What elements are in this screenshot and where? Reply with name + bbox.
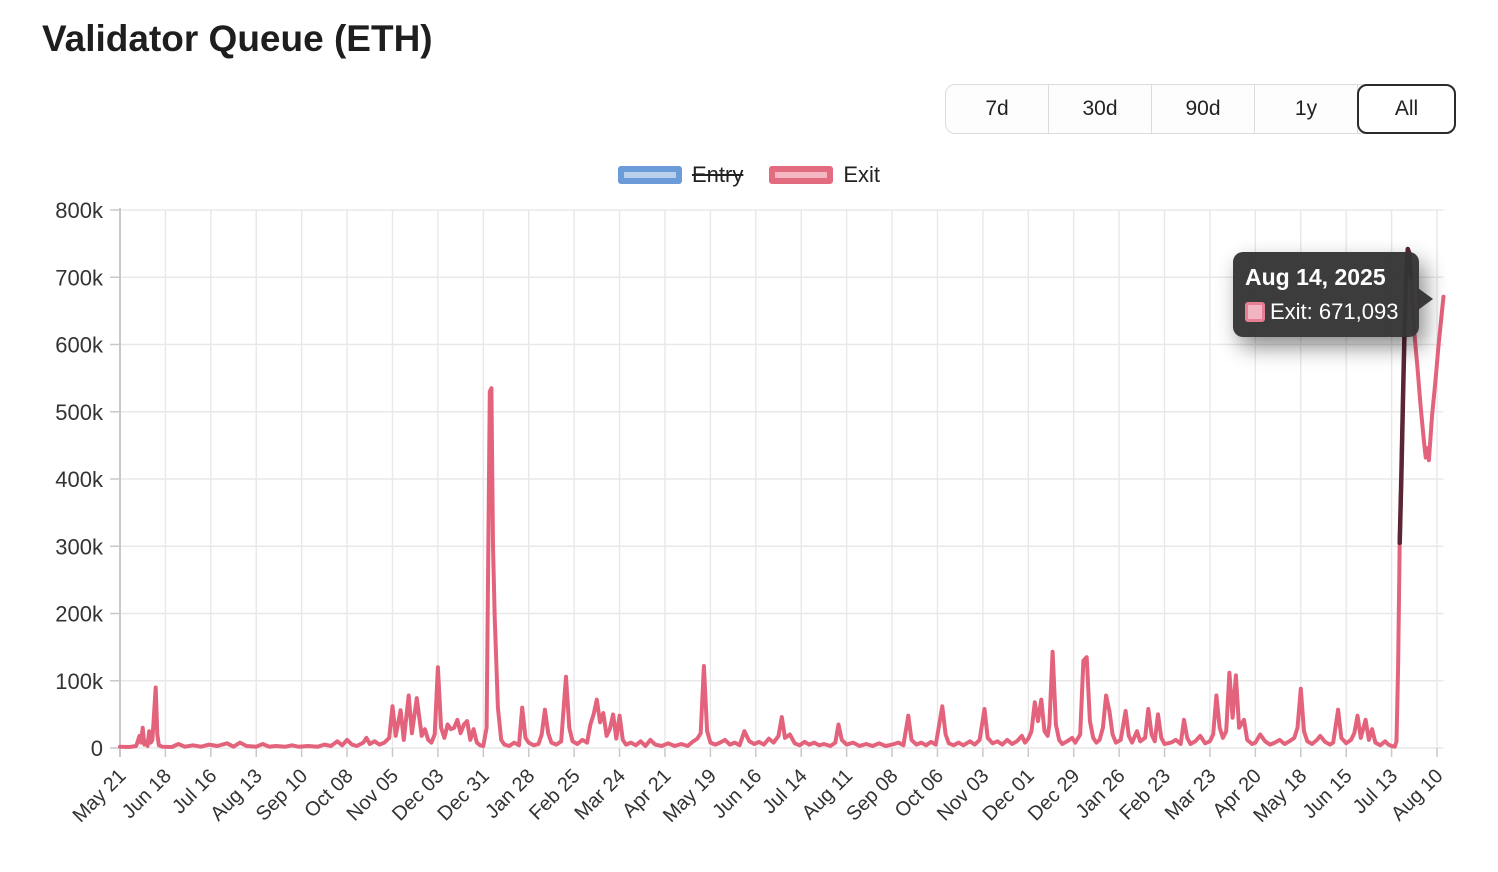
x-axis-label: Aug 10 — [1387, 765, 1447, 825]
x-axis-label: Sep 08 — [842, 765, 902, 825]
chart-tooltip: Aug 14, 2025 Exit: 671,093 — [1233, 252, 1433, 337]
tooltip-exit-swatch-icon — [1245, 301, 1265, 322]
x-axis-label: Mar 23 — [1161, 765, 1221, 825]
legend-entry-label: Entry — [691, 162, 744, 187]
legend-item-exit[interactable]: Exit — [769, 162, 880, 188]
range-button-30d[interactable]: 30d — [1049, 85, 1152, 133]
y-axis-label: 100k — [55, 669, 104, 694]
page-title: Validator Queue (ETH) — [42, 18, 433, 59]
x-axis-label: Jun 16 — [708, 765, 766, 823]
y-axis-label: 300k — [55, 534, 104, 559]
y-axis-label: 400k — [55, 467, 104, 492]
x-axis-label: Dec 31 — [433, 765, 493, 825]
y-axis-label: 500k — [55, 400, 104, 425]
x-axis-label: May 21 — [69, 765, 131, 827]
x-axis-label: Dec 29 — [1024, 765, 1084, 825]
x-axis-label: Feb 23 — [1115, 765, 1175, 825]
y-axis-label: 800k — [55, 198, 104, 223]
x-axis-label: Jun 18 — [118, 765, 176, 823]
x-axis-label: Jun 15 — [1299, 765, 1357, 823]
range-button-all[interactable]: All — [1357, 84, 1456, 134]
y-axis-label: 0 — [91, 736, 103, 761]
exit-series-line — [118, 247, 1446, 749]
y-axis-label: 600k — [55, 333, 104, 358]
entry-series-swatch-icon — [617, 166, 682, 184]
range-button-90d[interactable]: 90d — [1152, 85, 1255, 133]
tooltip-exit-value: Exit: 671,093 — [1270, 298, 1399, 324]
chart-legend: Entry Exit — [617, 162, 880, 188]
tooltip-date: Aug 14, 2025 — [1245, 264, 1386, 290]
y-axis-label: 200k — [55, 602, 104, 627]
x-axis-label: Mar 24 — [571, 765, 631, 825]
range-button-7d[interactable]: 7d — [946, 85, 1049, 133]
exit-series-swatch-icon — [769, 166, 834, 184]
legend-item-entry[interactable]: Entry — [617, 162, 744, 188]
legend-exit-label: Exit — [843, 162, 881, 187]
range-button-group: 7d 30d 90d 1y All — [945, 84, 1456, 134]
x-axis-label: Feb 25 — [525, 765, 585, 825]
x-axis-label: Sep 10 — [252, 765, 312, 825]
y-axis-label: 700k — [55, 265, 104, 290]
tooltip-exit-row: Exit: 671,093 — [1245, 299, 1405, 325]
